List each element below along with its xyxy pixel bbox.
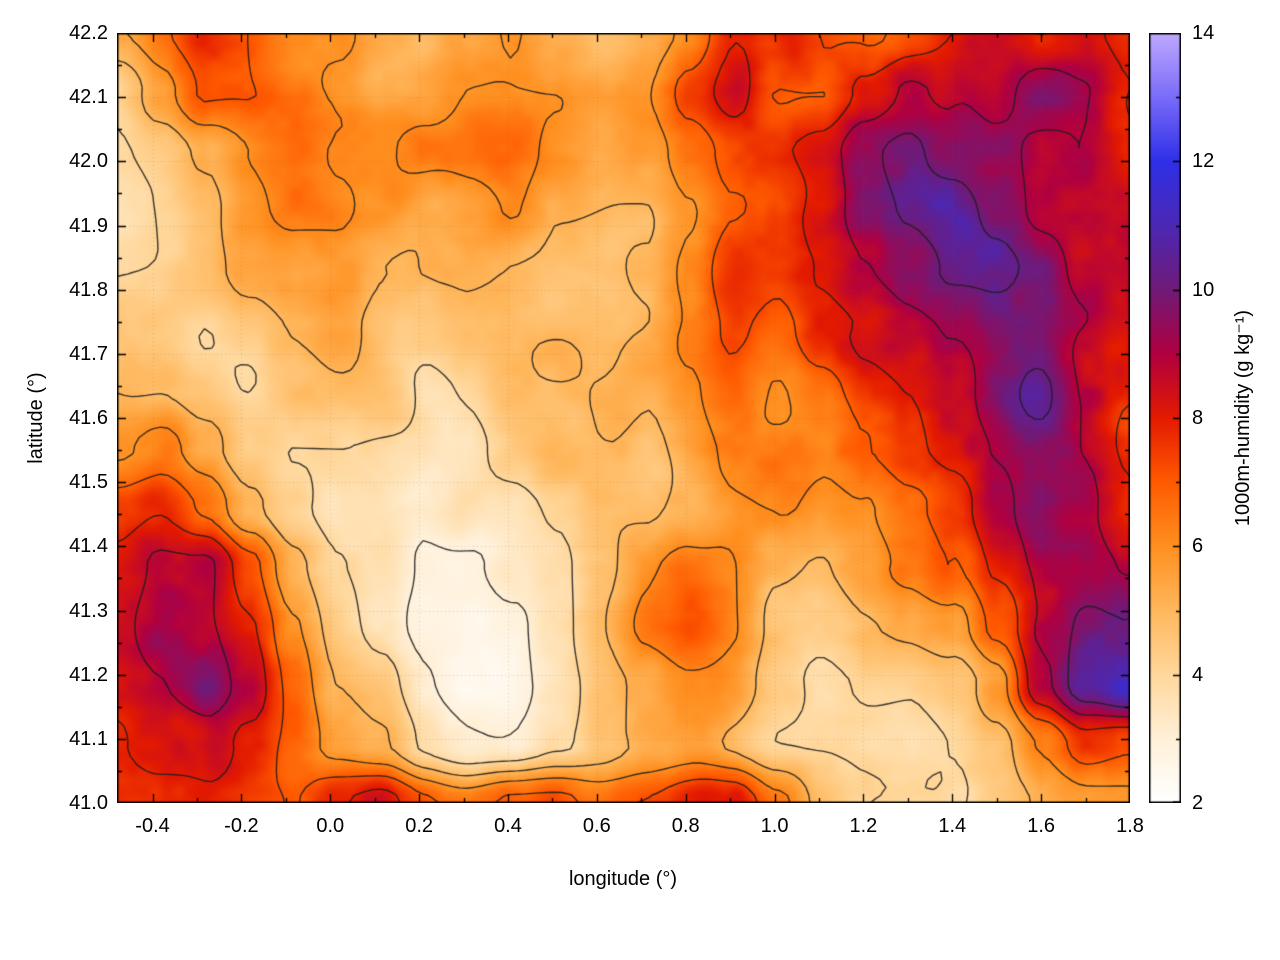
x-tick-label: 0.6 xyxy=(582,815,611,837)
colorbar-canvas xyxy=(1149,33,1181,803)
colorbar-tick-label: 6 xyxy=(1192,535,1204,558)
colorbar-tick-label: 8 xyxy=(1192,407,1204,429)
colorbar-tick-label: 4 xyxy=(1192,663,1204,686)
y-tick-label: 41.8 xyxy=(69,278,108,301)
colorbar-tick-label: 2 xyxy=(1192,792,1204,814)
colorbar-tick-label: 14 xyxy=(1192,22,1215,44)
x-tick-label: 1.6 xyxy=(1027,815,1056,837)
x-tick-label: 1.2 xyxy=(849,815,878,837)
y-tick-label: 41.2 xyxy=(69,663,108,686)
y-tick-label: 41.5 xyxy=(69,471,108,494)
y-tick-label: 42.0 xyxy=(69,150,108,173)
y-tick-label: 41.1 xyxy=(69,727,108,750)
x-axis-label: longitude (°) xyxy=(568,868,678,890)
y-tick-label: 42.1 xyxy=(69,86,108,109)
x-tick-label: 0.0 xyxy=(316,815,345,837)
y-tick-label: 41.3 xyxy=(69,599,108,622)
x-tick-label: 1.8 xyxy=(1116,815,1144,837)
x-tick-label: 1.0 xyxy=(760,815,789,837)
colorbar-tick-label: 10 xyxy=(1192,278,1215,301)
y-tick-label: 42.2 xyxy=(69,22,108,44)
x-tick-label: 1.4 xyxy=(938,815,967,837)
heatmap-plot-canvas xyxy=(117,33,1130,803)
x-tick-label: -0.2 xyxy=(224,815,259,837)
x-tick-label: 0.8 xyxy=(671,815,700,837)
x-tick-label: 0.2 xyxy=(405,815,434,837)
x-tick-label: -0.4 xyxy=(135,815,170,837)
y-tick-label: 41.6 xyxy=(69,407,108,429)
y-tick-label: 41.7 xyxy=(69,342,108,365)
y-tick-label: 41.9 xyxy=(69,214,108,237)
y-tick-label: 41.0 xyxy=(69,792,108,814)
y-tick-label: 41.4 xyxy=(69,535,108,558)
x-tick-label: 0.4 xyxy=(494,815,522,837)
colorbar-tick-label: 12 xyxy=(1192,150,1215,173)
